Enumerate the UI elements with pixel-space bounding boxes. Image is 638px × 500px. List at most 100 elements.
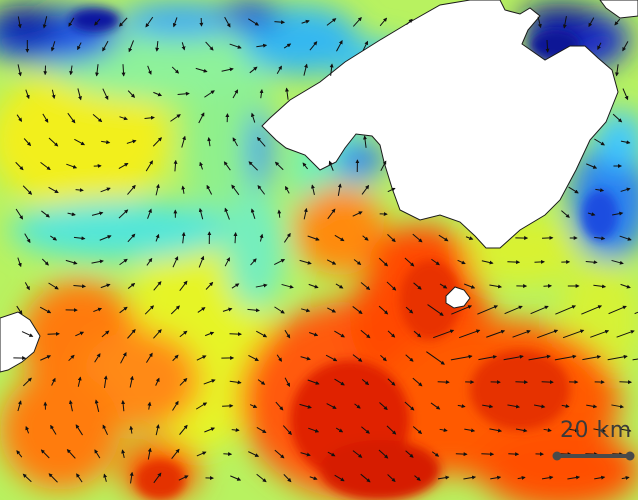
current-arrow <box>334 474 345 482</box>
current-arrow <box>361 426 370 434</box>
current-arrow <box>248 451 260 457</box>
current-arrow <box>204 331 215 337</box>
current-arrow <box>299 403 312 409</box>
current-arrow <box>352 211 363 217</box>
current-arrow <box>121 64 126 77</box>
current-arrow <box>274 161 284 171</box>
current-arrow <box>308 283 319 289</box>
current-arrow <box>232 89 239 99</box>
current-arrow <box>127 282 136 289</box>
current-arrow <box>250 258 257 266</box>
current-arrow <box>171 448 180 459</box>
current-arrow <box>41 258 49 266</box>
current-arrow <box>594 475 606 480</box>
current-arrow <box>616 330 635 338</box>
current-arrow <box>23 138 32 147</box>
current-arrow <box>282 425 292 436</box>
current-arrow <box>545 39 550 53</box>
current-arrow <box>223 161 231 171</box>
current-arrow <box>517 475 526 480</box>
current-arrow <box>352 354 363 362</box>
current-arrow <box>171 66 180 74</box>
current-arrow <box>307 379 320 385</box>
current-arrow <box>198 112 205 124</box>
current-arrow <box>224 16 231 28</box>
current-arrow <box>66 163 78 169</box>
current-arrow <box>335 427 344 433</box>
current-arrow <box>17 400 22 412</box>
current-arrow <box>451 305 473 315</box>
current-arrow <box>100 283 111 289</box>
current-arrow <box>40 355 52 361</box>
current-arrow <box>567 475 581 480</box>
current-arrow <box>181 231 186 244</box>
current-arrow <box>204 90 215 98</box>
current-arrow <box>249 66 258 74</box>
current-arrow <box>427 304 444 316</box>
current-arrow <box>301 19 310 24</box>
land-areas <box>0 0 638 373</box>
current-arrow <box>405 306 414 314</box>
current-arrow <box>334 330 345 338</box>
current-arrow <box>300 452 311 457</box>
current-arrow <box>503 354 524 361</box>
current-arrow <box>102 88 109 101</box>
current-arrow <box>537 16 542 29</box>
current-arrow <box>285 185 290 194</box>
current-arrow <box>73 236 86 241</box>
current-arrow <box>172 256 179 268</box>
current-arrow <box>612 113 623 123</box>
current-arrow <box>248 161 258 171</box>
current-arrow <box>145 16 154 28</box>
current-arrow <box>387 378 396 386</box>
current-arrow <box>145 160 153 172</box>
current-arrow <box>504 305 523 315</box>
current-arrow <box>360 282 371 291</box>
current-arrow <box>91 259 104 264</box>
current-arrow <box>528 354 551 361</box>
current-arrow <box>51 89 56 100</box>
current-arrow <box>103 375 108 388</box>
current-arrow <box>205 41 214 51</box>
current-arrow <box>147 208 152 219</box>
current-arrow <box>622 41 629 52</box>
current-arrow <box>379 402 388 411</box>
cabrera-islet <box>445 286 471 309</box>
current-arrow <box>362 40 369 51</box>
current-arrow <box>512 330 531 338</box>
current-arrow <box>68 399 73 412</box>
current-arrow <box>387 330 396 338</box>
current-arrow <box>224 257 230 267</box>
current-arrow <box>144 305 155 315</box>
current-arrow <box>101 140 111 145</box>
current-arrow <box>481 452 495 457</box>
current-arrow <box>121 449 126 459</box>
current-arrow <box>326 403 337 409</box>
current-arrow <box>568 186 579 194</box>
current-arrow <box>329 63 334 76</box>
current-arrow <box>205 281 214 290</box>
current-arrow <box>413 330 422 338</box>
current-arrow <box>562 329 585 339</box>
current-arrow <box>300 356 311 361</box>
current-arrow <box>586 163 598 169</box>
current-arrow <box>283 43 292 49</box>
current-arrow <box>259 233 264 242</box>
current-arrow <box>274 306 285 314</box>
current-arrow <box>489 284 503 289</box>
current-arrow <box>515 428 528 433</box>
current-arrow <box>303 63 308 76</box>
current-arrow <box>581 305 603 315</box>
current-arrow <box>129 425 134 434</box>
current-arrow <box>301 308 311 313</box>
current-arrow <box>69 65 74 76</box>
current-arrow <box>561 210 570 218</box>
current-arrow <box>284 377 291 387</box>
current-arrow <box>328 160 334 171</box>
current-arrow <box>276 65 282 75</box>
current-arrow <box>172 400 179 411</box>
current-arrow <box>257 184 266 195</box>
current-arrow <box>274 259 286 265</box>
current-arrow <box>95 64 99 77</box>
current-arrow <box>75 424 83 436</box>
